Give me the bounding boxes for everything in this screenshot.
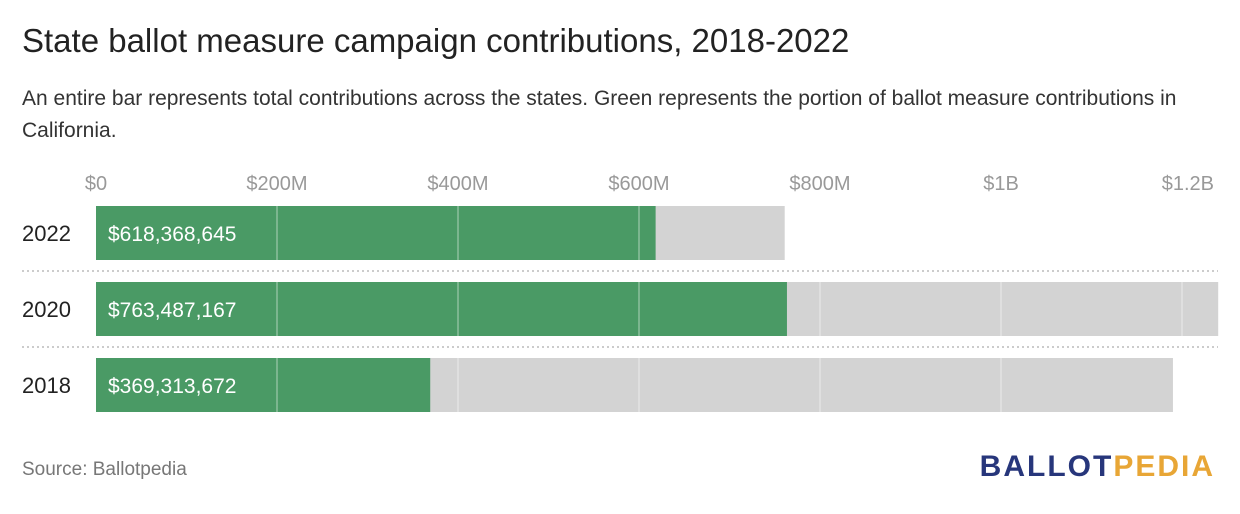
logo-pedia-text: PEDIA — [1113, 450, 1215, 483]
bar-california-2018 — [96, 358, 431, 412]
x-tick-label: $200M — [246, 173, 307, 195]
x-tick-label: $0 — [85, 173, 107, 195]
data-label-2022: $618,368,645 — [108, 223, 236, 246]
bar-california-2020 — [96, 282, 787, 336]
logo-ballot-text: BALLOT — [979, 450, 1114, 483]
x-tick-label: $1B — [983, 173, 1019, 195]
x-tick-label: $600M — [608, 173, 669, 195]
ballotpedia-logo: BALLOTPEDIA — [980, 450, 1215, 484]
category-label-2020: 2020 — [22, 297, 71, 322]
bar-california-2022 — [96, 206, 656, 260]
chart-title: State ballot measure campaign contributi… — [22, 22, 850, 59]
data-label-2020: $763,487,167 — [108, 299, 236, 322]
x-tick-label: $400M — [427, 173, 488, 195]
chart-subtitle: An entire bar represents total contribut… — [22, 87, 1177, 142]
data-label-2018: $369,313,672 — [108, 375, 236, 398]
category-label-2022: 2022 — [22, 221, 71, 246]
source-note: Source: Ballotpedia — [22, 459, 187, 480]
x-tick-label: $800M — [789, 173, 850, 195]
category-label-2018: 2018 — [22, 373, 71, 398]
x-tick-label: $1.2B — [1162, 173, 1214, 195]
